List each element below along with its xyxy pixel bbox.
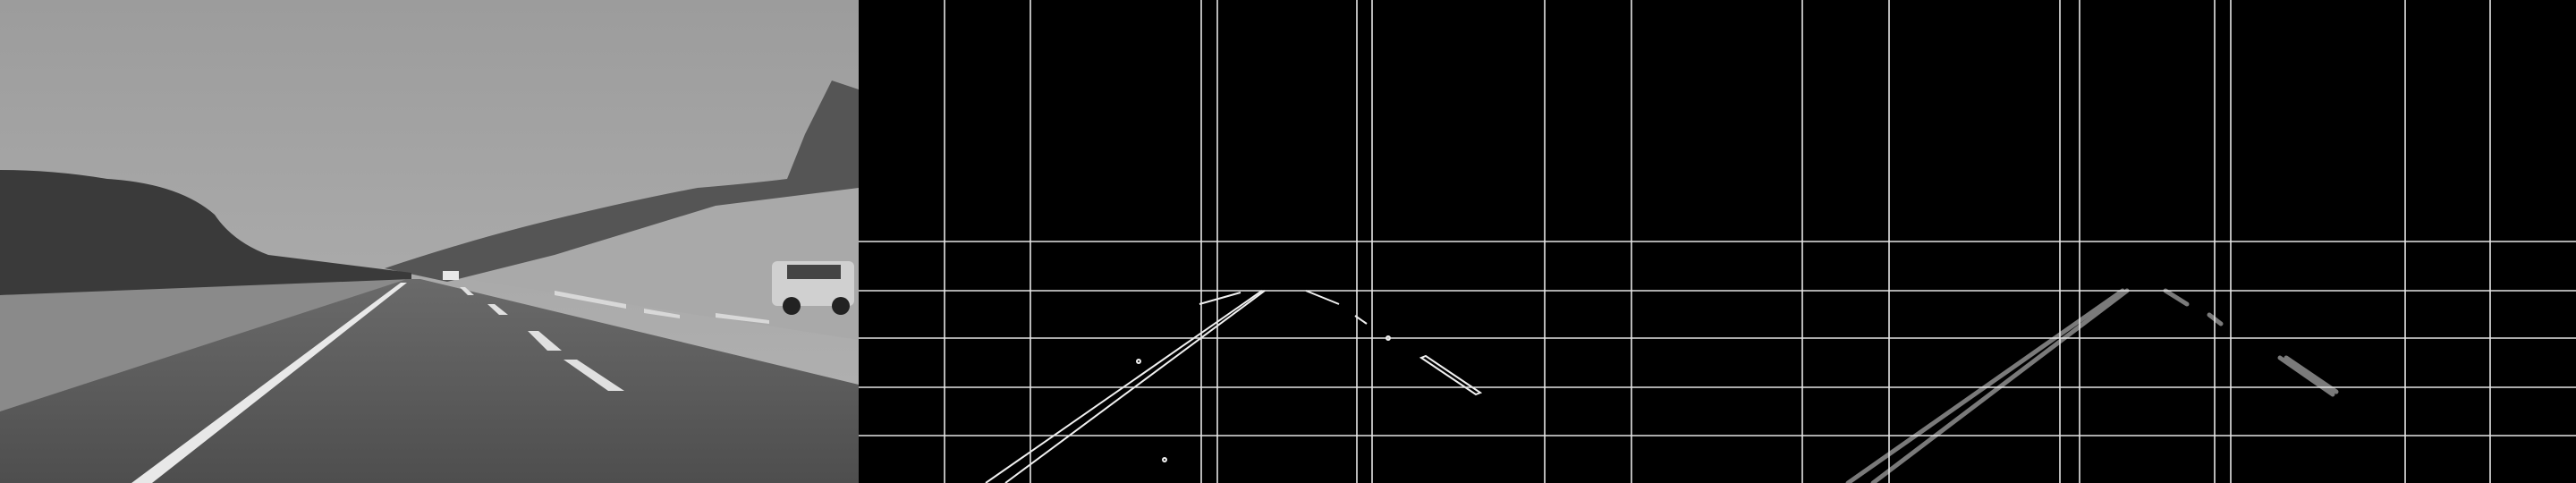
- left-trees: [0, 170, 411, 295]
- road-photo: [0, 0, 859, 483]
- right-lane-dashes: [460, 287, 624, 391]
- right-hillside: [465, 179, 859, 340]
- car: [772, 261, 854, 315]
- grid-overlay: [859, 0, 2576, 483]
- far-lane-marks: [555, 291, 769, 324]
- distant-car: [443, 271, 459, 280]
- left-lane-line: [131, 283, 407, 483]
- right-trees: [385, 80, 859, 282]
